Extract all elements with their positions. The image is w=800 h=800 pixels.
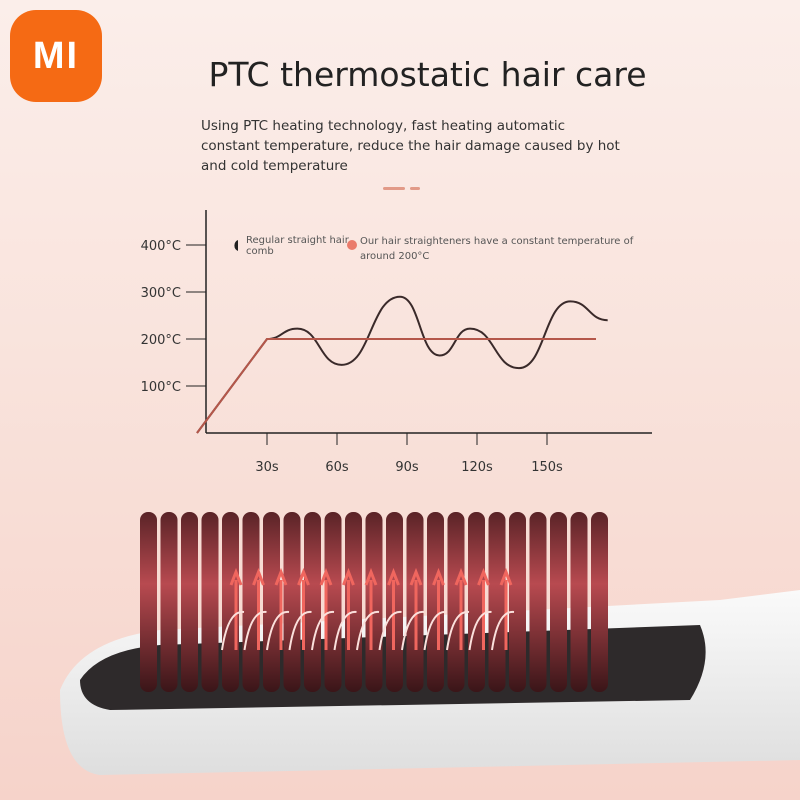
bristle	[365, 512, 383, 692]
bristle	[304, 512, 321, 692]
x-tick-label: 60s	[325, 460, 349, 475]
legend-label-ours: Our hair straighteners have a constant t…	[360, 236, 634, 262]
bristle	[591, 512, 608, 692]
airflow-curve	[288, 610, 312, 651]
temperature-chart: 30s 60s 90s 120s 150s 100°C 200°C 300°C 400°C Re…	[141, 210, 652, 475]
legend-marker-regular	[234, 240, 238, 251]
airflow-curve	[423, 610, 447, 651]
bristle	[529, 512, 547, 692]
airflow-curve	[243, 610, 267, 651]
bristle	[570, 512, 588, 692]
airflow-curve	[468, 610, 492, 651]
bristle	[160, 512, 178, 692]
x-tick-label: 30s	[255, 460, 279, 475]
bristle	[140, 512, 157, 692]
bristle	[201, 512, 219, 692]
airflow-curve	[401, 610, 425, 651]
y-tick-label: 200°C	[141, 333, 181, 348]
airflow-curve	[221, 610, 245, 651]
bristle	[468, 512, 485, 692]
series-line-ours	[196, 338, 596, 434]
y-tick-label: 100°C	[141, 380, 181, 395]
bristle	[324, 512, 342, 692]
decorative-divider	[383, 187, 421, 190]
airflow-curve	[378, 610, 402, 651]
bristle	[283, 512, 301, 692]
page-title: PTC thermostatic hair care	[208, 55, 647, 94]
series-line-regular	[196, 295, 608, 434]
legend-label-regular: Regular straight hair comb	[246, 235, 350, 257]
bristle	[242, 512, 260, 692]
y-tick-label: 300°C	[141, 286, 181, 301]
bristle	[427, 512, 444, 692]
bristle	[488, 512, 506, 692]
airflow-curve	[446, 610, 470, 651]
legend: Regular straight hair comb Our hair strai…	[234, 235, 634, 262]
brand-logo: MI	[10, 10, 102, 102]
x-tick-label: 120s	[461, 460, 493, 475]
airflow-curve	[491, 610, 515, 651]
airflow-curve	[356, 610, 380, 651]
bristle	[263, 512, 280, 692]
bristle	[550, 512, 567, 692]
y-tick-label: 400°C	[141, 239, 181, 254]
page-subtitle: Using PTC heating technology, fast heati…	[201, 118, 620, 174]
x-tick-label: 150s	[531, 460, 563, 475]
legend-marker-ours	[347, 240, 357, 250]
bristle	[181, 512, 198, 692]
x-tick-label: 90s	[395, 460, 419, 475]
airflow-curve	[311, 610, 335, 651]
bristle	[509, 512, 526, 692]
airflow-curve	[266, 610, 290, 651]
airflow-curve	[333, 610, 357, 651]
